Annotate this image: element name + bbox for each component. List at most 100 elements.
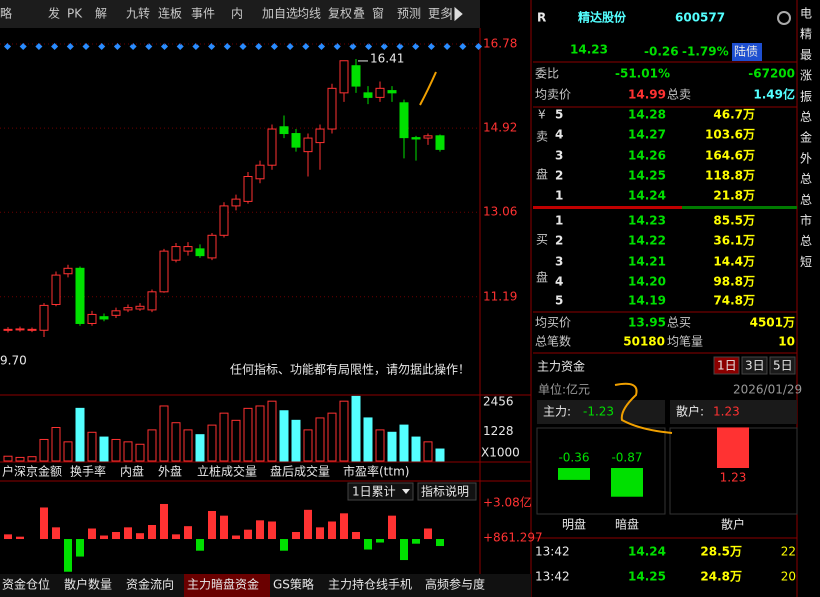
price: 14.26 [628, 149, 666, 163]
indicator-tab[interactable]: 外盘 [158, 464, 182, 479]
toolbar-button[interactable]: 预测 [397, 7, 421, 21]
signal-marker [145, 42, 153, 51]
retail-box [670, 400, 797, 424]
toolbar-button[interactable]: 略 [0, 6, 12, 21]
toolbar-button[interactable]: 窗 [372, 7, 384, 21]
flow-bar [112, 532, 120, 540]
bottom-tab[interactable]: GS策略 [273, 577, 314, 592]
label: 均笔量 [667, 334, 703, 349]
volume: 103.6万 [705, 128, 755, 142]
volume: 14.4万 [713, 255, 755, 269]
level: 1 [555, 214, 563, 228]
signal-marker [459, 42, 467, 51]
toolbar-button[interactable]: 均线 [297, 7, 321, 21]
help-box[interactable] [417, 482, 477, 501]
y-tick-label: +861.297 [483, 531, 543, 545]
price: 14.25 [628, 169, 666, 183]
toolbar-button[interactable]: 内 [231, 7, 243, 21]
bottom-tab[interactable]: 资金仓位 [2, 577, 50, 592]
candle-body [123, 307, 133, 311]
fund-tab[interactable]: 1日 [717, 359, 737, 373]
value: 1.23 [713, 405, 740, 419]
candle-body [195, 248, 205, 257]
fund-bar-label: 1.23 [720, 471, 747, 485]
y-tick-label: 14.92 [483, 121, 517, 135]
toolbar-button[interactable]: 更多 [428, 7, 452, 21]
low-label: 9.70 [0, 354, 27, 368]
fund-panel [536, 427, 666, 515]
fund-category: 散户 [721, 517, 745, 532]
toolbar-button[interactable]: 解 [95, 7, 107, 21]
indicator-tab[interactable]: 盘后成交量 [270, 464, 330, 479]
signal-marker [129, 42, 137, 51]
toolbar-button[interactable]: 连板 [158, 6, 182, 21]
toolbar-button[interactable]: 叠 [353, 7, 365, 21]
indicator-tab[interactable]: 户深京金额 [2, 464, 62, 479]
label: 总笔数 [535, 334, 571, 349]
price: 14.28 [628, 108, 666, 122]
badge: R [537, 11, 546, 25]
flow-bar [364, 539, 372, 550]
dropdown-arrow [402, 489, 410, 494]
candle-body [291, 133, 301, 148]
candle-body [183, 246, 193, 252]
y-tick-label: 11.19 [483, 289, 517, 303]
candle-body [27, 328, 37, 331]
toolbar-button[interactable]: 复权 [328, 7, 352, 21]
level: 1 [555, 189, 563, 203]
toolbar-button[interactable]: 事件 [191, 7, 215, 21]
y-tick-label: 16.78 [483, 37, 517, 51]
fund-tab-bg[interactable] [741, 356, 768, 375]
bottom-tab[interactable]: 高频参与度 [425, 577, 485, 592]
toolbar-icon[interactable] [450, 6, 463, 22]
fund-tab-bg[interactable] [769, 356, 796, 375]
period-select-box[interactable] [347, 482, 414, 501]
signal-marker [349, 42, 357, 51]
candle-body [171, 246, 181, 261]
level: 5 [555, 108, 563, 122]
signal-marker [160, 42, 169, 51]
fund-category: 暗盘 [615, 517, 639, 532]
bottom-tab[interactable]: 主力持仓线手机 [328, 577, 412, 592]
settings-icon[interactable] [777, 11, 791, 25]
flow-bar [208, 510, 216, 540]
fund-tab[interactable]: 3日 [745, 359, 765, 373]
y-tick-label: 2456 [483, 395, 514, 409]
label: 均买价 [535, 316, 571, 330]
value: 10 [778, 335, 795, 349]
fund-tab[interactable]: 5日 [773, 359, 793, 373]
indicator-tab[interactable]: 内盘 [120, 464, 144, 479]
volume-bar [255, 405, 265, 462]
candle-body [39, 304, 49, 331]
change-pct: -1.79% [682, 45, 729, 59]
indicator-tab[interactable]: 市盈率(ttm) [343, 464, 409, 479]
flow-bar [340, 513, 348, 540]
indicator-help[interactable]: 指标说明 [421, 484, 469, 499]
candle-body [87, 313, 97, 324]
indicator-tab[interactable]: 立桩成交量 [197, 464, 257, 479]
toolbar-button[interactable]: PK [67, 7, 83, 21]
flow-bar [316, 527, 324, 540]
bottom-tab[interactable]: 散户数量 [64, 577, 112, 592]
period-select[interactable]: 1日累计 [352, 485, 396, 499]
toolbar-button[interactable]: 发 [48, 6, 60, 21]
toolbar-button[interactable]: 九转 [126, 6, 150, 21]
side-label: 卖 [536, 130, 548, 144]
warning: 任何指标、功能都有局限性，请勿据此操作！ [230, 362, 470, 377]
side-label: 盘 [536, 167, 548, 182]
bottom-tab[interactable]: 资金流向 [126, 577, 174, 592]
currency: ¥ [538, 108, 546, 122]
toolbar-button[interactable]: 加自选 [262, 7, 298, 21]
candle-body [411, 137, 421, 140]
indicator-tab[interactable]: 换手率 [70, 464, 106, 479]
price: 14.20 [628, 275, 666, 289]
signal-marker [3, 42, 12, 51]
bottom-tab[interactable]: 主力暗盘资金 [187, 577, 259, 592]
tick-volume: 28.5万 [700, 545, 742, 559]
fund-title: 主力资金 [537, 359, 585, 374]
candle-body [387, 90, 397, 94]
volume-bar [195, 434, 205, 462]
level: 3 [555, 149, 563, 163]
value: 14.99 [628, 88, 666, 102]
fund-tab-bg[interactable] [713, 356, 740, 375]
